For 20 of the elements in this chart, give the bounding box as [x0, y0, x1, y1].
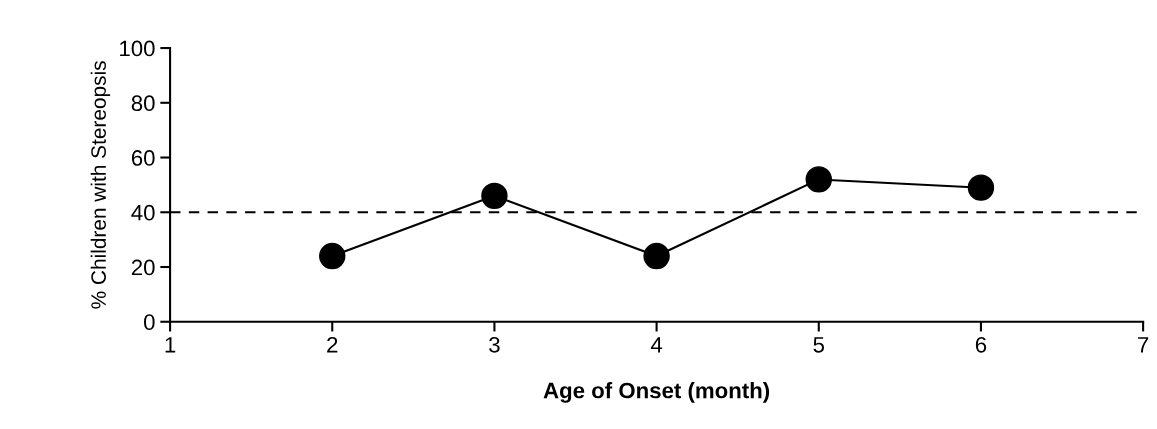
point — [805, 166, 832, 193]
y-axis-title: % Children with Stereopsis — [90, 61, 111, 309]
point — [481, 182, 508, 210]
y-tick-label: 80 — [131, 95, 155, 112]
point — [643, 242, 670, 270]
y-tick-label: 60 — [131, 150, 155, 166]
x-tick-label: 7 — [1138, 337, 1149, 353]
x-tick-label: 6 — [975, 336, 987, 353]
y-tick-label: 40 — [131, 204, 155, 221]
x-tick-label: 1 — [165, 337, 176, 353]
point — [967, 174, 995, 201]
x-axis-title: Age of Onset (month) — [543, 382, 770, 403]
y-tick-label: 0 — [144, 314, 155, 331]
x-tick-label: 4 — [650, 337, 663, 353]
point — [319, 242, 346, 270]
y-tick-label: 20 — [131, 259, 155, 276]
x-tick-label: 5 — [813, 337, 825, 353]
x-tick-label: 2 — [327, 336, 338, 353]
x-tick-label: 3 — [489, 336, 500, 353]
y-tick-label: 100 — [120, 40, 155, 57]
